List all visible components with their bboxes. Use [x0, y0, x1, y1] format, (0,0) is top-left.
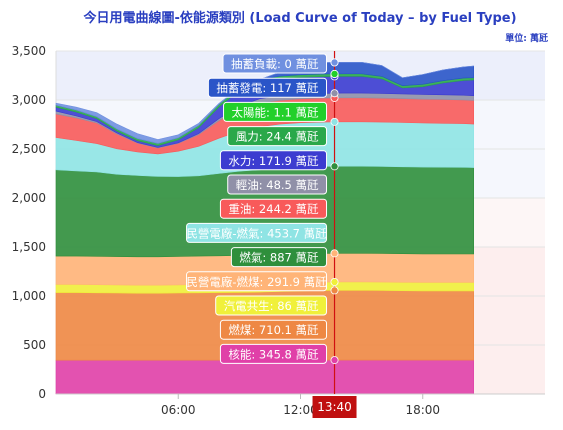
cursor-time-box — [312, 396, 357, 418]
tooltip-label: 抽蓄負載: 0 萬瓩 — [231, 57, 319, 71]
tooltip-label: 抽蓄發電: 117 萬瓩 — [216, 81, 319, 95]
tooltip-box — [215, 295, 328, 316]
y-tick-label: 1,000 — [12, 289, 46, 303]
y-tick-label: 2,000 — [12, 191, 46, 205]
tooltip-label: 重油: 244.2 萬瓩 — [228, 202, 319, 216]
tooltip-label: 風力: 24.4 萬瓩 — [236, 130, 319, 144]
tooltip-box — [219, 343, 328, 364]
unit-label: 單位: 萬瓩 — [505, 32, 548, 44]
tooltip-label: 燃氣: 887 萬瓩 — [239, 251, 319, 265]
cursor-marker — [330, 69, 339, 78]
area-series-0 — [55, 359, 474, 395]
tooltip-label: 燃煤: 710.1 萬瓩 — [228, 323, 319, 337]
x-axis: 06:00 12:00 18:00 — [56, 393, 545, 417]
stacked-areas — [55, 62, 474, 395]
cursor-marker — [330, 162, 339, 171]
tooltip-label: 民營電廠-燃煤: 291.9 萬瓩 — [186, 275, 327, 289]
cursor-marker — [330, 277, 339, 286]
tooltip-label: 輕油: 48.5 萬瓩 — [236, 178, 319, 192]
tooltip-label: 汽電共生: 86 萬瓩 — [224, 299, 319, 313]
x-tick-label: 18:00 — [405, 403, 440, 417]
tooltip-label: 核能: 345.8 萬瓩 — [228, 347, 319, 361]
tooltip-label: 民營電廠-燃氣: 453.7 萬瓩 — [186, 226, 327, 240]
x-tick-label: 12:00 — [283, 403, 318, 417]
cursor-marker — [330, 286, 339, 295]
tooltip-box — [186, 222, 328, 243]
tooltip-box — [219, 150, 328, 171]
cursor-marker — [330, 58, 339, 67]
tooltip-box — [219, 319, 328, 340]
area-series-12 — [55, 62, 474, 144]
cursor-marker — [330, 117, 339, 126]
tooltip-box — [186, 271, 328, 292]
cursor-marker — [330, 89, 339, 98]
y-tick-label: 0 — [38, 387, 46, 401]
y-tick-label: 2,500 — [12, 142, 46, 156]
y-tick-label: 3,000 — [12, 93, 46, 107]
tooltip-box — [230, 247, 328, 268]
y-axis: 0 500 1,000 1,500 2,000 2,500 3,000 3,500 — [12, 44, 46, 401]
y-tick-label: 3,500 — [12, 44, 46, 58]
tooltip-box — [223, 101, 328, 122]
y-tick-label: 500 — [23, 338, 46, 352]
chart-title: 今日用電曲線圖-依能源類別 (Load Curve of Today – by … — [82, 10, 516, 26]
cursor-time-label: 13:40 — [317, 400, 352, 414]
time-cursor[interactable]: 13:40 — [312, 51, 357, 418]
tooltip-box — [227, 174, 328, 195]
tooltip-box — [207, 77, 328, 98]
tooltip-box — [227, 126, 328, 147]
tooltip-label: 水力: 171.9 萬瓩 — [228, 154, 319, 168]
cursor-marker — [330, 249, 339, 258]
tooltip-box — [219, 198, 328, 219]
tooltip-box — [222, 53, 328, 74]
y-tick-label: 1,500 — [12, 240, 46, 254]
x-tick-label: 06:00 — [161, 403, 196, 417]
tooltip-label: 太陽能: 1.1 萬瓩 — [232, 105, 319, 119]
cursor-marker — [330, 356, 339, 365]
